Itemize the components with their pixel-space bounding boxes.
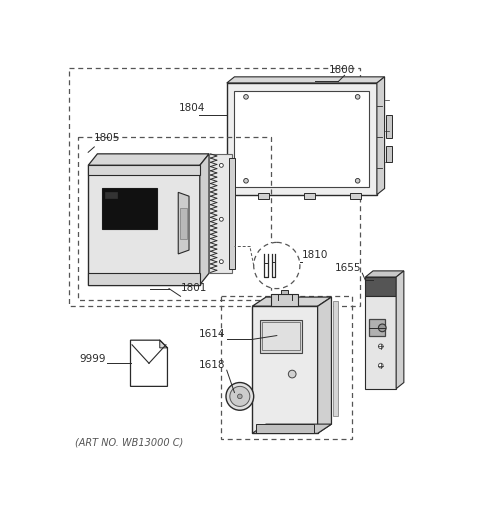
Text: (ART NO. WB13000 C): (ART NO. WB13000 C): [75, 438, 183, 448]
Bar: [229, 158, 235, 269]
Circle shape: [355, 179, 360, 183]
Text: 1801: 1801: [180, 283, 207, 293]
Text: 1618: 1618: [199, 360, 225, 370]
Text: 1804: 1804: [179, 103, 205, 114]
Bar: [271, 294, 299, 306]
Polygon shape: [365, 296, 396, 389]
Text: 1805: 1805: [94, 133, 120, 143]
Bar: [88, 273, 200, 285]
Polygon shape: [252, 424, 332, 433]
Text: 1655: 1655: [335, 263, 361, 273]
Bar: [260, 320, 302, 352]
Circle shape: [244, 95, 248, 99]
Bar: [78, 137, 271, 300]
Polygon shape: [252, 297, 332, 306]
Bar: [386, 146, 392, 162]
Polygon shape: [256, 424, 314, 433]
Bar: [209, 154, 232, 273]
Text: 1800: 1800: [329, 65, 355, 75]
Circle shape: [288, 370, 296, 378]
Circle shape: [230, 387, 250, 407]
Bar: [102, 188, 157, 228]
Text: 1810: 1810: [302, 250, 329, 260]
Polygon shape: [131, 340, 168, 387]
Circle shape: [219, 218, 223, 221]
Bar: [281, 290, 288, 294]
Circle shape: [219, 260, 223, 264]
Polygon shape: [88, 165, 200, 285]
Polygon shape: [88, 154, 209, 165]
Polygon shape: [234, 91, 369, 187]
Circle shape: [238, 394, 242, 399]
Bar: [369, 319, 384, 336]
Polygon shape: [160, 340, 168, 348]
Bar: [258, 193, 269, 199]
Circle shape: [378, 324, 386, 332]
Text: 9999: 9999: [79, 354, 106, 364]
Bar: [350, 193, 361, 199]
Polygon shape: [227, 83, 377, 195]
Circle shape: [355, 95, 360, 99]
Text: 1614: 1614: [199, 329, 225, 339]
Polygon shape: [178, 193, 189, 254]
Bar: [333, 301, 337, 416]
Bar: [69, 68, 360, 306]
Polygon shape: [227, 77, 384, 83]
Bar: [180, 208, 188, 239]
Bar: [304, 193, 315, 199]
Polygon shape: [200, 154, 209, 285]
Polygon shape: [318, 297, 332, 433]
Circle shape: [254, 242, 300, 289]
Bar: [386, 115, 392, 138]
Circle shape: [378, 364, 383, 368]
Bar: [262, 323, 300, 350]
Bar: [221, 296, 352, 439]
Circle shape: [378, 344, 383, 349]
Bar: [88, 165, 200, 175]
Polygon shape: [396, 271, 404, 389]
Bar: [105, 191, 117, 198]
Circle shape: [244, 179, 248, 183]
Polygon shape: [365, 277, 396, 296]
Polygon shape: [377, 77, 384, 195]
Circle shape: [219, 163, 223, 167]
Circle shape: [226, 382, 254, 410]
Polygon shape: [365, 271, 404, 277]
Polygon shape: [252, 306, 318, 433]
